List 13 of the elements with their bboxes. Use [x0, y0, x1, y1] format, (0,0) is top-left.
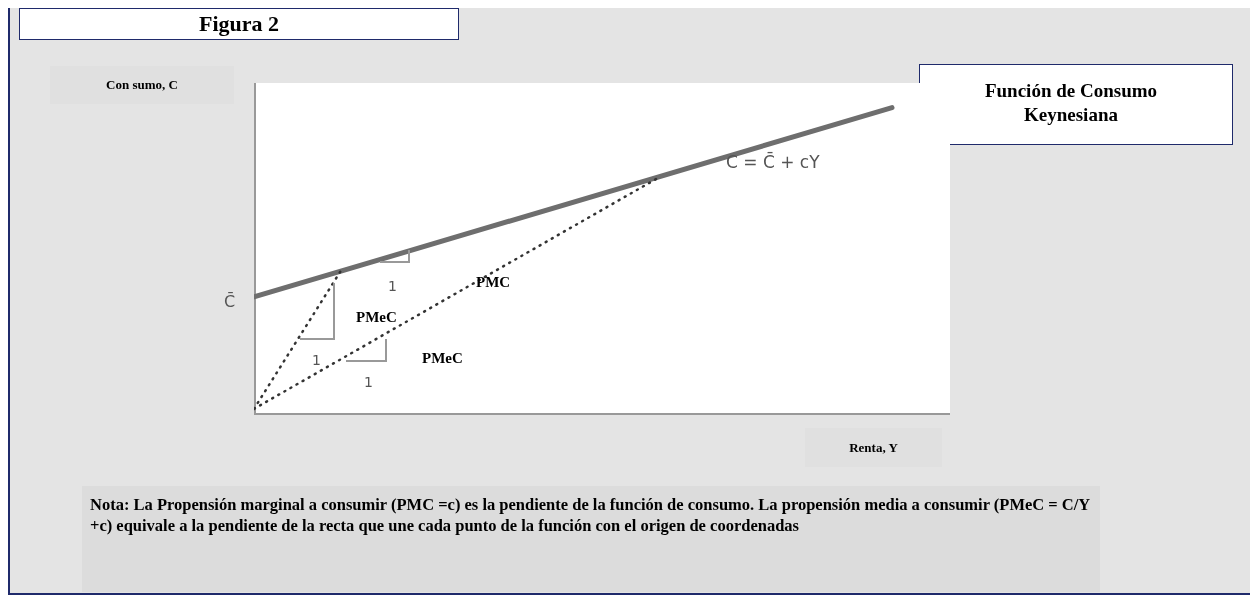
text: Nota: La Propensión marginal a consumir (PMC =c) es la pendiente de la función de consumo. La propensión media a consumir (PMeC = C/Y +c) equivale a la pendiente de la recta que une cada punto de la función con el origen de coordenadas — [90, 494, 1091, 536]
annotation: 1 — [364, 374, 374, 390]
annotation: PMeC — [421, 349, 464, 368]
annotation: PMC — [475, 273, 512, 292]
chart-title: Figura 2 — [19, 8, 459, 40]
annotation: 1 — [312, 352, 322, 368]
series-label: C = C̄ + cY — [726, 152, 820, 172]
text: C̄ — [224, 292, 237, 311]
annotation: PMeC — [355, 308, 398, 327]
x-axis-title: Renta, Y — [805, 428, 942, 467]
text: Función de Consumo Keynesiana — [919, 64, 1233, 145]
annotation: 1 — [388, 278, 398, 294]
y-axis-title: Con sumo, C — [50, 66, 234, 104]
